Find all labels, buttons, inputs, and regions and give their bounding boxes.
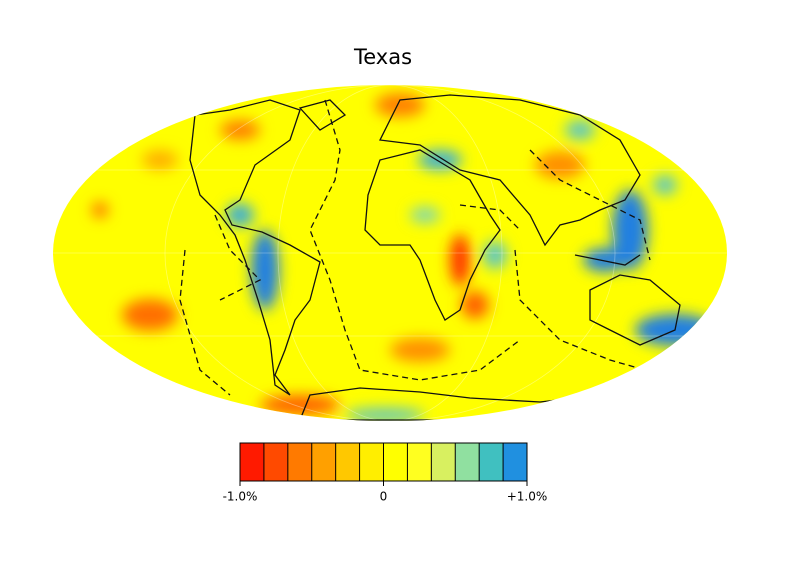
coastlines <box>189 94 681 421</box>
colorbar-segment <box>263 443 288 481</box>
graticule <box>53 85 727 421</box>
colorbar-segment <box>455 443 480 481</box>
colorbar-segment <box>503 443 527 481</box>
colorbar-tick-label: +1.0% <box>507 490 548 504</box>
colorbar-segment <box>311 443 336 481</box>
colorbar-segment <box>383 443 408 481</box>
colorbar-segment <box>335 443 360 481</box>
colorbar-tick-label: 0 <box>380 490 388 504</box>
colorbar-segment <box>240 443 264 481</box>
map <box>53 85 727 421</box>
colorbar-segment <box>407 443 432 481</box>
colorbar-segment <box>431 443 456 481</box>
colorbar-segment <box>359 443 384 481</box>
colorbar: -1.0% 0 +1.0% <box>223 442 548 504</box>
title: Texas <box>353 45 412 69</box>
colorbar-segment <box>287 443 312 481</box>
colorbar-segment <box>479 443 504 481</box>
plate-boundaries <box>179 99 681 396</box>
colorbar-tick-label: -1.0% <box>223 490 258 504</box>
